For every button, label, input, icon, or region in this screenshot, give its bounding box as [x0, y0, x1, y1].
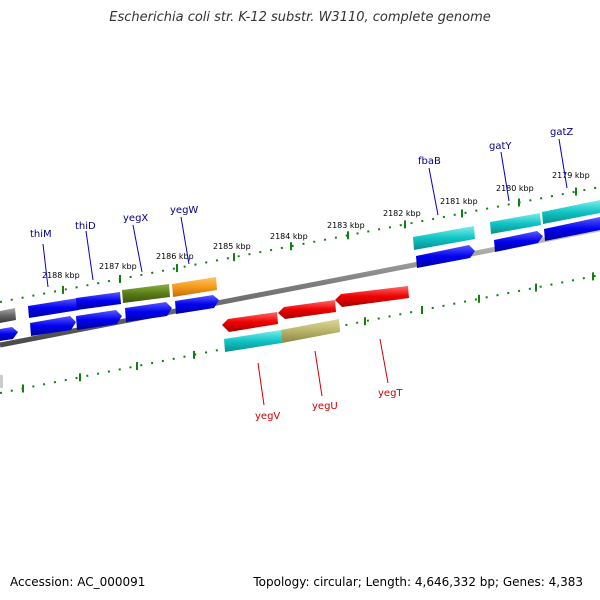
scale-label: 2186 kbp [156, 252, 194, 261]
gene-label-yegW[interactable]: yegW [170, 205, 198, 216]
gene-feature-yegX[interactable] [122, 284, 170, 303]
leader-yegT [379, 338, 389, 384]
gene-feature-fbaB[interactable] [413, 226, 475, 250]
gene-feature-edge[interactable] [0, 375, 3, 388]
gene-feature-red[interactable] [278, 300, 336, 319]
leader-yegU [314, 350, 323, 397]
gene-label-yegV[interactable]: yegV [255, 411, 280, 422]
top-strand-row1 [0, 200, 600, 323]
gene-label-yegU[interactable]: yegU [312, 401, 338, 412]
gene-label-thiM[interactable]: thiM [30, 229, 52, 240]
bottom-gene-labels: yegV yegU yegT [255, 388, 403, 422]
scale-label: 2188 kbp [42, 271, 80, 280]
gene-feature-gatY[interactable] [490, 213, 541, 234]
gene-feature-blue[interactable] [175, 295, 219, 314]
accession-label: Accession: AC_000091 [10, 575, 146, 589]
gene-feature-red[interactable] [222, 312, 278, 332]
gene-label-yegT[interactable]: yegT [378, 388, 403, 399]
leader-yegW [180, 216, 190, 265]
gene-feature-blue[interactable] [76, 310, 122, 330]
gene-feature-blue[interactable] [125, 302, 172, 322]
genome-summary-label: Topology: circular; Length: 4,646,332 bp… [253, 575, 583, 589]
gene-feature-yegU[interactable] [281, 319, 340, 343]
scale-label: 2183 kbp [327, 221, 365, 230]
bottom-strand-row2 [0, 319, 340, 388]
gene-feature-blue[interactable] [416, 245, 475, 268]
top-gene-labels: thiM thiD yegX yegW fbaB gatY gatZ [30, 127, 573, 240]
scale-label: 2184 kbp [270, 232, 308, 241]
gene-feature-blue[interactable] [30, 316, 76, 336]
gene-feature-thiD[interactable] [76, 292, 121, 310]
scale-label: 2182 kbp [383, 209, 421, 218]
gene-feature-blue[interactable] [494, 231, 543, 252]
scale-label: 2185 kbp [213, 242, 251, 251]
leader-thiD [85, 230, 94, 281]
gene-feature-gray[interactable] [0, 308, 16, 323]
gene-label-thiD[interactable]: thiD [75, 221, 96, 232]
top-strand-row2 [0, 217, 600, 341]
gene-feature-red[interactable] [335, 286, 409, 307]
gene-feature-yegV[interactable] [224, 330, 282, 352]
gene-feature-blue[interactable] [544, 217, 600, 241]
leader-thiM [42, 243, 49, 288]
scale-label: 2180 kbp [496, 184, 534, 193]
scale-label: 2181 kbp [440, 197, 478, 206]
gene-feature-gatZ[interactable] [542, 200, 600, 224]
leader-gatZ [558, 138, 568, 189]
top-label-leaders [42, 138, 568, 288]
gene-label-gatZ[interactable]: gatZ [550, 127, 573, 138]
leader-fbaB [428, 167, 439, 216]
gene-feature-yegW[interactable] [172, 277, 217, 297]
gene-feature-thiM[interactable] [28, 298, 79, 318]
scale-labels: 2188 kbp 2187 kbp 2186 kbp 2185 kbp 2184… [42, 171, 590, 280]
leader-yegV [257, 362, 265, 406]
gene-feature-blue[interactable] [0, 327, 18, 341]
bottom-label-leaders [257, 338, 389, 406]
bottom-strand-row1 [222, 286, 409, 332]
leader-yegX [132, 224, 143, 273]
major-ticks [22, 187, 594, 393]
scale-label: 2187 kbp [99, 262, 137, 271]
map-title: Escherichia coli str. K-12 substr. W3110… [109, 10, 491, 25]
scale-label: 2179 kbp [552, 171, 590, 180]
gene-label-yegX[interactable]: yegX [123, 213, 148, 224]
leader-gatY [500, 151, 510, 202]
gene-label-gatY[interactable]: gatY [489, 141, 512, 152]
gene-label-fbaB[interactable]: fbaB [418, 156, 441, 167]
